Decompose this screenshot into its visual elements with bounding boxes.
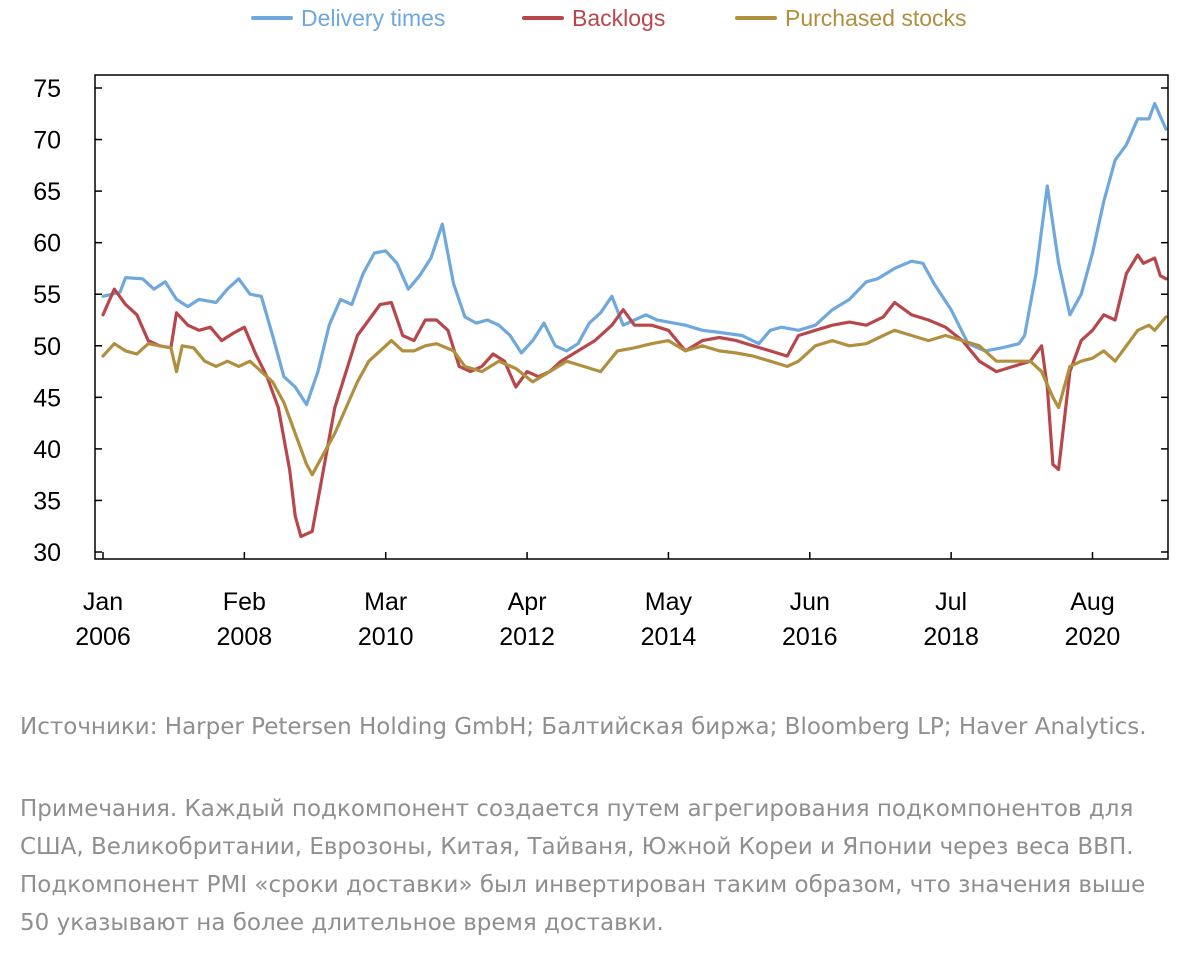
legend-label: Backlogs: [572, 5, 665, 31]
x-tick-label-year: 2016: [782, 623, 838, 651]
chart-legend: Delivery times Backlogs Purchased stocks: [251, 5, 967, 31]
x-tick-label-month: Mar: [364, 588, 407, 616]
x-tick-label-month: Apr: [508, 588, 547, 616]
notes-text: Примечания. Каждый подкомпонент создаетс…: [20, 796, 1146, 936]
series-line-backlogs: [101, 253, 1168, 539]
legend-label: Delivery times: [301, 5, 445, 31]
y-tick-label: 60: [33, 230, 61, 258]
x-tick-label-year: 2012: [499, 623, 555, 651]
x-tick-label-month: Jul: [935, 588, 967, 616]
y-tick-label: 55: [33, 281, 61, 309]
x-tick-label-month: Feb: [223, 588, 266, 616]
y-tick-label: 50: [33, 333, 61, 361]
x-tick-label-month: May: [645, 588, 693, 616]
x-axis: Jan 2006 Feb 2008 Mar 2010 Apr 2012 May 2014 Jun 20…: [75, 552, 1120, 651]
x-tick-label-year: 2010: [358, 623, 414, 651]
legend-label: Purchased stocks: [785, 5, 967, 31]
y-axis: 30 35 40 45 50 55 60 65 70 75: [33, 75, 1168, 567]
y-tick-label: 65: [33, 178, 61, 206]
y-tick-label: 45: [33, 384, 61, 412]
x-tick-label-year: 2008: [217, 623, 273, 651]
y-tick-label: 35: [33, 487, 61, 515]
y-tick-label: 30: [33, 539, 61, 567]
y-tick-label: 40: [33, 436, 61, 464]
y-tick-label: 75: [33, 75, 61, 103]
x-tick-label-year: 2018: [923, 623, 979, 651]
x-tick-label-year: 2014: [641, 623, 697, 651]
series-layer: [101, 101, 1168, 539]
y-tick-label: 70: [33, 127, 61, 155]
x-tick-label-year: 2020: [1065, 623, 1121, 651]
series-line-delivery-times: [101, 101, 1168, 407]
sources-text: Источники: Harper Petersen Holding GmbH;…: [20, 714, 1147, 740]
x-tick-label-year: 2006: [75, 623, 131, 651]
x-tick-label-month: Jun: [790, 588, 830, 616]
x-tick-label-month: Aug: [1070, 588, 1114, 616]
x-tick-label-month: Jan: [83, 588, 123, 616]
plot-area-frame: [94, 74, 1169, 560]
line-chart: Delivery times Backlogs Purchased stocks 3…: [33, 5, 1169, 651]
series-line-purchased-stocks: [101, 315, 1168, 477]
